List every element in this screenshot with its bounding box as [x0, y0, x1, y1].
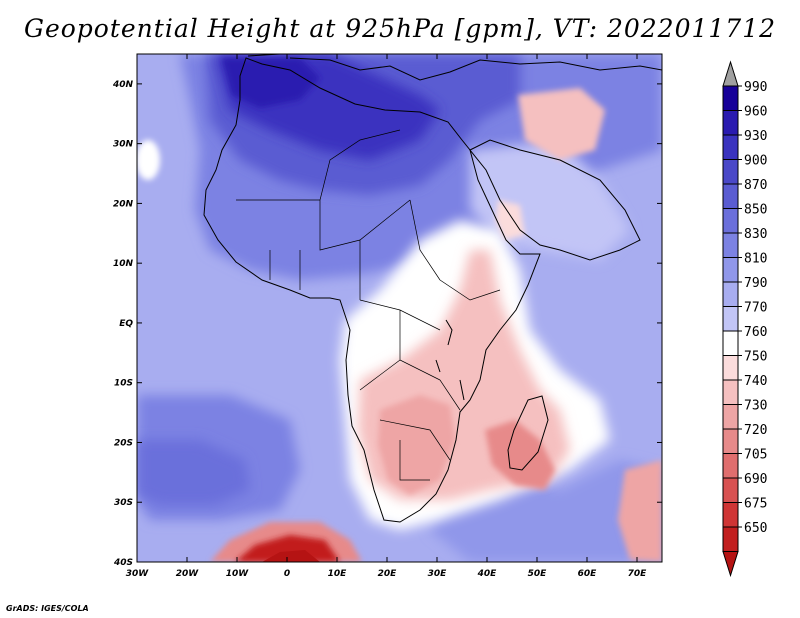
colorbar-swatch — [722, 110, 739, 136]
colorbar-swatch — [722, 183, 739, 209]
lat-tick-label: 20N — [113, 199, 134, 209]
grads-credit: GrADS: IGES/COLA — [6, 604, 89, 613]
middle-east-low — [518, 88, 605, 160]
colorbar-label: 650 — [744, 521, 767, 536]
colorbar-label: 720 — [744, 423, 767, 438]
colorbar-swatch — [722, 477, 739, 503]
high-iberia-core — [222, 58, 320, 108]
colorbar: 990 960 930 900 870 850 830 810 790 770 760 750 740 7… — [722, 60, 767, 578]
colorbar-label: 790 — [744, 276, 767, 291]
lat-tick-label: 40N — [112, 80, 134, 90]
colorbar-label: 960 — [744, 105, 767, 120]
madagascar-coastline — [507, 395, 549, 471]
africa-coastline — [203, 57, 541, 523]
colorbar-swatch — [722, 355, 739, 381]
colorbar-label: 870 — [744, 178, 767, 193]
colorbar-label: 705 — [744, 448, 767, 463]
colorbar-label: 810 — [744, 252, 767, 267]
lon-tick-label: 0 — [284, 569, 290, 579]
colorbar-over-arrow — [722, 60, 739, 87]
colorbar-label: 990 — [744, 80, 767, 95]
colorbar-swatch — [722, 85, 739, 111]
colorbar-swatch — [722, 257, 739, 283]
arabia-coastline — [469, 139, 641, 261]
lon-tick-label: 60E — [578, 569, 598, 579]
colorbar-swatch — [722, 428, 739, 454]
lat-tick-label: 10N — [113, 259, 134, 269]
colorbar-swatch — [722, 134, 739, 160]
colorbar-swatch — [722, 502, 739, 528]
colorbar-label: 675 — [744, 497, 767, 512]
lat-tick-label: 30S — [114, 498, 133, 508]
lat-tick-label: EQ — [119, 319, 133, 329]
red-sea-low — [495, 200, 525, 240]
colorbar-swatch — [722, 306, 739, 332]
colorbar-swatch — [722, 159, 739, 185]
colorbar-label: 740 — [744, 374, 767, 389]
colorbar-label: 830 — [744, 227, 767, 242]
colorbar-swatch — [722, 208, 739, 234]
south-atlantic-low-center — [262, 550, 320, 562]
colorbar-label: 760 — [744, 325, 767, 340]
borders — [236, 129, 501, 481]
lon-tick-label: 70E — [628, 569, 648, 579]
colorbar-label: 750 — [744, 350, 767, 365]
lon-tick-label: 10E — [328, 569, 348, 579]
lon-tick-label: 40E — [477, 569, 498, 579]
lon-tick-label: 50E — [528, 569, 548, 579]
colorbar-swatch — [722, 526, 739, 552]
lon-tick-label: 30E — [428, 569, 448, 579]
colorbar-swatch — [722, 379, 739, 405]
colorbar-label: 900 — [744, 154, 767, 169]
colorbar-label: 770 — [744, 301, 767, 316]
colorbar-swatch — [722, 404, 739, 430]
southern-africa-low — [378, 395, 455, 495]
lon-tick-label: 20W — [176, 569, 200, 579]
lat-tick-label: 30N — [113, 140, 134, 150]
plot-frame — [136, 53, 663, 563]
lat-tick-label: 20S — [114, 438, 133, 448]
lat-tick-label: 10S — [114, 379, 133, 389]
se-corner-low — [618, 460, 662, 562]
colorbar-swatch — [722, 232, 739, 258]
latitude-axis: 40N 30N 20N 10N EQ 10S 20S 30S 40S — [112, 80, 662, 568]
colorbar-swatch — [722, 330, 739, 356]
colorbar-label: 690 — [744, 472, 767, 487]
chart-title: Geopotential Height at 925hPa [gpm], VT:… — [23, 14, 777, 43]
colorbar-swatch — [722, 453, 739, 479]
colorbar-label: 730 — [744, 399, 767, 414]
great-lakes — [435, 319, 465, 401]
atlantic-pale-patch — [137, 140, 160, 180]
high-south-atlantic-core — [137, 440, 250, 505]
colorbar-under-arrow — [722, 551, 739, 578]
lon-tick-label: 20E — [378, 569, 398, 579]
height-field — [137, 54, 662, 562]
lon-tick-label: 30W — [126, 569, 150, 579]
longitude-axis: 30W 20W 10W 0 10E 20E 30E 40E 50E 60E 70E — [126, 54, 647, 579]
lon-tick-label: 10W — [226, 569, 250, 579]
colorbar-swatch — [722, 281, 739, 307]
lat-tick-label: 40S — [113, 558, 133, 568]
colorbar-label: 850 — [744, 203, 767, 218]
colorbar-label: 930 — [744, 129, 767, 144]
madagascar-channel-low — [485, 420, 555, 490]
south-atlantic-low-core — [235, 535, 340, 562]
